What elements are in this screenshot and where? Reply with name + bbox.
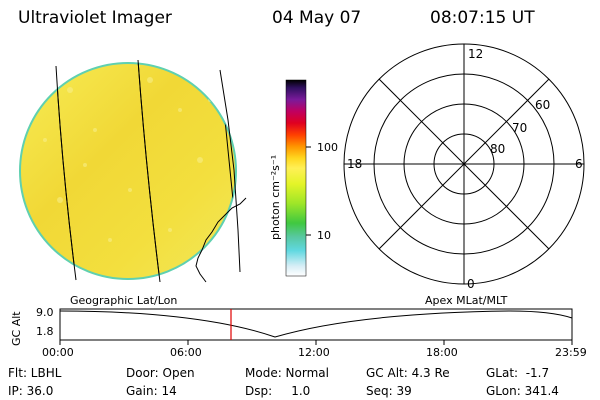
- lat-label-80: 80: [490, 142, 506, 156]
- lat-label-70: 70: [512, 121, 528, 135]
- glon-info: GLon: 341.4: [486, 384, 559, 398]
- altitude-ytick-max: 9.0: [36, 306, 54, 319]
- apex-label: Apex MLat/MLT: [425, 294, 508, 307]
- altitude-plot: [59, 308, 573, 345]
- mode-info: Mode: Normal: [245, 366, 329, 380]
- altitude-curve: [59, 310, 573, 338]
- date-label: 04 May 07: [272, 8, 362, 28]
- uv-image-disk: [19, 59, 247, 283]
- glat-info: GLat: -1.7: [486, 366, 550, 380]
- xtick-0000: 00:00: [42, 346, 74, 359]
- colorbar-unit-label: photon cm⁻²s⁻¹: [269, 154, 282, 240]
- colorbar-tick-100: 100: [317, 141, 338, 154]
- xtick-1200: 12:00: [298, 346, 330, 359]
- polar-plot: [343, 43, 585, 285]
- seq-info: Seq: 39: [366, 384, 412, 398]
- altitude-ylabel: GC Alt: [10, 311, 23, 346]
- dsp-info: Dsp: 1.0: [245, 384, 311, 398]
- mlt-label-left: 18: [347, 157, 363, 171]
- xtick-1800: 18:00: [426, 346, 458, 359]
- altitude-ytick-min: 1.8: [36, 325, 54, 338]
- geographic-label: Geographic Lat/Lon: [70, 294, 178, 307]
- ip-info: IP: 36.0: [8, 384, 54, 398]
- coastline: [195, 197, 247, 283]
- xtick-2359: 23:59: [555, 346, 587, 359]
- mlt-label-bottom: 0: [467, 277, 475, 291]
- gc-alt-info: GC Alt: 4.3 Re: [366, 366, 450, 380]
- flt-info: Flt: LBHL: [8, 366, 62, 380]
- door-info: Door: Open: [126, 366, 195, 380]
- colorbar: [285, 79, 311, 277]
- mlt-label-right: 6: [575, 157, 583, 171]
- colorbar-tick-10: 10: [317, 229, 331, 242]
- lat-label-60: 60: [535, 98, 551, 112]
- gain-info: Gain: 14: [126, 384, 177, 398]
- mlt-label-top: 12: [468, 47, 484, 61]
- time-label: 08:07:15 UT: [430, 8, 535, 28]
- xtick-0600: 06:00: [170, 346, 202, 359]
- instrument-title: Ultraviolet Imager: [18, 8, 172, 28]
